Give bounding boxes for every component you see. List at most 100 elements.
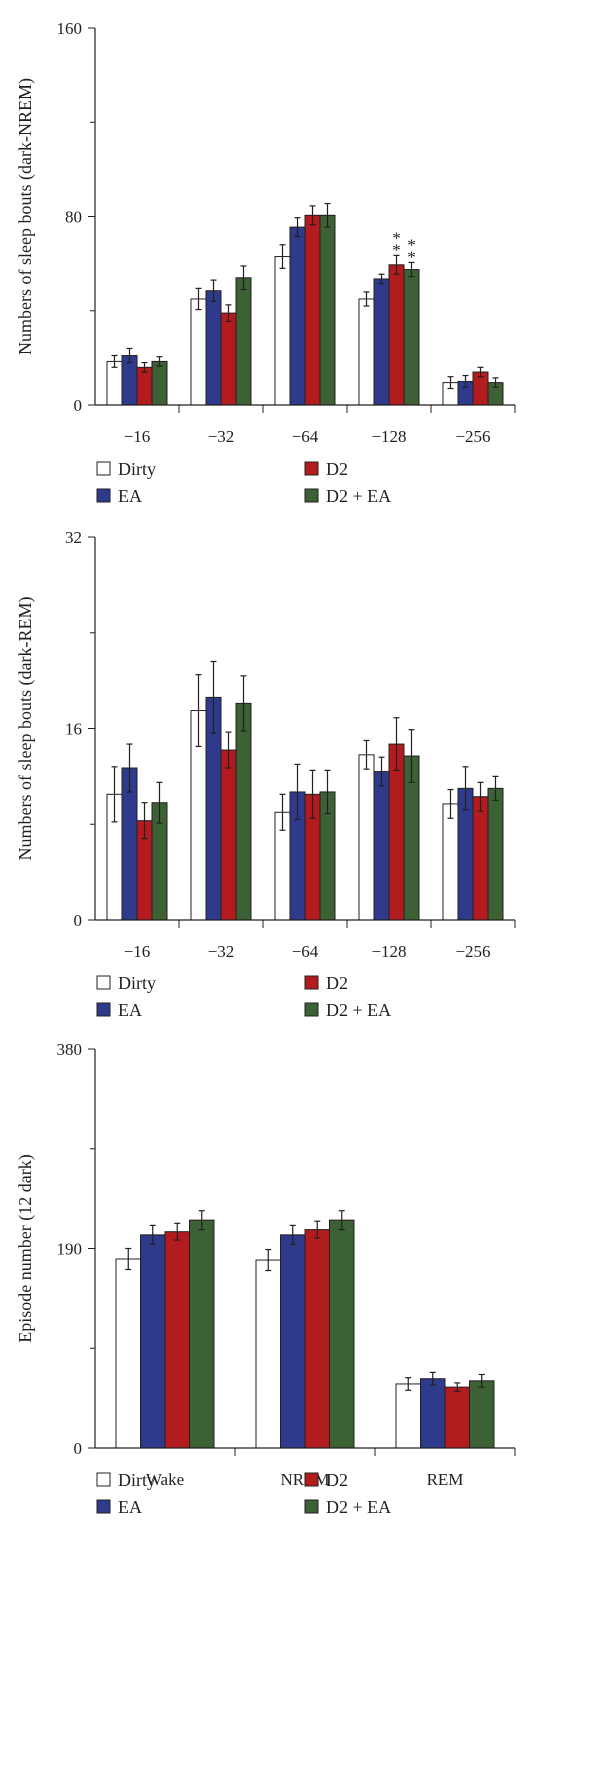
bar-nrem-d2-ea — [329, 1219, 355, 1449]
bar-16-d2-ea — [151, 360, 168, 406]
error-bar-32-d2-ea — [240, 675, 247, 732]
error-bar-64-d2-ea — [324, 202, 331, 228]
bar-256-dirty — [442, 803, 459, 921]
legend-label: Dirty — [118, 1470, 156, 1490]
bar-nrem-ea — [280, 1234, 306, 1449]
legend-label: Dirty — [118, 459, 156, 479]
error-bar-128-d2-ea — [408, 261, 415, 278]
error-bar-rem-ea — [429, 1371, 436, 1386]
legend-swatch-d2 — [304, 1472, 319, 1487]
y-tick-label: 0 — [74, 911, 83, 930]
error-bar-16-d2-ea — [156, 356, 163, 367]
error-bar-64-ea — [294, 763, 301, 821]
legend-episode: Dirty D2 EA D2 + EA — [96, 1470, 391, 1517]
error-bar-rem-dirty — [405, 1377, 412, 1391]
significance-marker: * — [392, 240, 401, 259]
error-bar-wake-d2 — [174, 1222, 181, 1241]
legend-nrem: Dirty D2 EA D2 + EA — [96, 459, 391, 506]
bar-64-d2-ea — [319, 214, 336, 406]
bar-16-dirty — [106, 360, 123, 406]
error-bar-256-d2-ea — [492, 377, 499, 388]
legend-item-d2-ea: D2 + EA — [304, 1497, 391, 1517]
error-bar-64-ea — [294, 217, 301, 238]
y-axis-title: Episode number (12 dark) — [15, 1154, 36, 1342]
error-bar-16-dirty — [111, 766, 118, 823]
legend-label: D2 + EA — [326, 1497, 391, 1517]
legend-swatch-d2-ea — [304, 488, 319, 503]
bar-wake-d2 — [164, 1231, 190, 1449]
error-bar-wake-d2-ea — [198, 1210, 205, 1231]
bar-128-ea — [373, 278, 390, 406]
legend-label: EA — [118, 486, 142, 506]
error-bar-32-d2 — [225, 731, 232, 769]
bar-64-d2 — [304, 214, 321, 406]
y-tick-label: 0 — [74, 1439, 83, 1458]
legend-label: Dirty — [118, 973, 156, 993]
error-bar-256-d2 — [477, 781, 484, 812]
bar-128-d2 — [388, 264, 405, 406]
bar-rem-dirty — [395, 1383, 421, 1449]
significance-marker: * — [392, 228, 401, 247]
error-bar-nrem-d2-ea — [338, 1210, 345, 1231]
legend-item-d2: D2 — [304, 1470, 348, 1490]
legend-label: D2 — [326, 459, 348, 479]
error-bar-64-dirty — [279, 244, 286, 269]
x-tick-label: −64 — [292, 942, 319, 961]
bar-nrem-dirty — [255, 1259, 281, 1449]
legend-swatch-ea — [96, 488, 111, 503]
bar-32-dirty — [190, 298, 207, 406]
bar-rem-ea — [420, 1378, 446, 1449]
legend-item-dirty: Dirty — [96, 973, 156, 993]
error-bar-256-dirty — [447, 788, 454, 819]
x-tick-label: −32 — [208, 942, 235, 961]
x-tick-label: −64 — [292, 427, 319, 446]
error-bar-128-d2 — [393, 254, 400, 275]
legend-item-d2: D2 — [304, 459, 348, 479]
y-tick-label: 190 — [57, 1240, 83, 1259]
error-bar-16-d2 — [141, 361, 148, 373]
error-bar-64-dirty — [279, 793, 286, 831]
legend-swatch-d2-ea — [304, 1499, 319, 1514]
y-tick-label: 32 — [65, 528, 82, 547]
error-bar-32-d2 — [225, 304, 232, 322]
significance-marker: * — [407, 235, 416, 254]
legend-label: D2 — [326, 973, 348, 993]
error-bar-128-ea — [378, 273, 385, 285]
bar-nrem-d2 — [304, 1229, 330, 1449]
bar-rem-d2 — [444, 1386, 470, 1449]
bar-256-d2-ea — [487, 787, 504, 921]
error-bar-16-ea — [126, 743, 133, 793]
bar-rem-d2-ea — [469, 1380, 495, 1449]
legend-label: EA — [118, 1497, 142, 1517]
y-axis-title: Numbers of sleep bouts (dark-REM) — [15, 597, 36, 861]
y-tick-label: 160 — [57, 19, 83, 38]
error-bar-16-d2-ea — [156, 781, 163, 824]
error-bar-rem-d2 — [454, 1382, 461, 1392]
bar-32-ea — [205, 290, 222, 406]
error-bar-32-d2-ea — [240, 265, 247, 291]
x-tick-label: −32 — [208, 427, 235, 446]
error-bar-128-d2 — [393, 717, 400, 771]
significance-marker: * — [407, 247, 416, 266]
legend-item-dirty: Dirty — [96, 459, 156, 479]
error-bar-nrem-ea — [289, 1224, 296, 1245]
error-bar-16-dirty — [111, 354, 118, 368]
legend-label: D2 + EA — [326, 1000, 391, 1020]
error-bar-128-ea — [378, 756, 385, 787]
error-bar-256-ea — [462, 766, 469, 811]
error-bar-64-d2 — [309, 769, 316, 819]
bar-32-d2 — [220, 749, 237, 921]
legend-item-ea: EA — [96, 1000, 142, 1020]
error-bar-64-d2 — [309, 205, 316, 226]
bar-64-dirty — [274, 256, 291, 406]
error-bar-256-d2 — [477, 366, 484, 378]
bar-wake-d2-ea — [189, 1219, 215, 1449]
error-bar-128-d2-ea — [408, 729, 415, 783]
bar-32-d2-ea — [235, 702, 252, 921]
bar-wake-dirty — [115, 1258, 141, 1449]
y-tick-label: 380 — [57, 1040, 83, 1059]
error-bar-32-dirty — [195, 674, 202, 748]
error-bar-wake-dirty — [125, 1247, 132, 1271]
legend-item-dirty: Dirty — [96, 1470, 156, 1490]
